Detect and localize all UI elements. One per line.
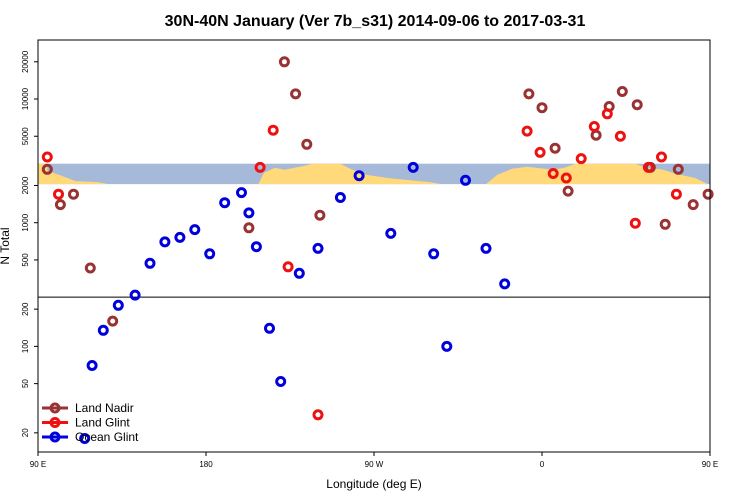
ocean-glint-point-14: [250, 241, 262, 253]
land-nadir-point-9: [301, 138, 313, 150]
land-nadir-point-4: [84, 262, 96, 274]
land-nadir-point-2: [54, 199, 66, 211]
y-tick-label: 20: [21, 428, 30, 437]
land-glint-point-11: [575, 153, 587, 165]
y-tick-label: 10000: [21, 87, 30, 110]
ocean-glint-point-20: [353, 170, 365, 182]
land-glint-point-12: [588, 121, 600, 132]
map-land-1: [38, 163, 109, 185]
ocean-glint-point-2: [86, 360, 98, 371]
ocean-glint-point-9: [189, 224, 201, 236]
x-tick-label: 180: [199, 460, 213, 469]
land-nadir-point-3: [68, 188, 79, 200]
y-tick-label: 1000: [21, 213, 30, 231]
land-nadir-point-15: [590, 129, 602, 141]
land-glint-point-8: [534, 146, 546, 158]
ocean-glint-point-26: [480, 242, 492, 254]
ocean-glint-point-23: [428, 248, 440, 260]
land-nadir-point-12: [536, 102, 548, 114]
ocean-glint-point-3: [97, 324, 109, 336]
land-glint-point-14: [614, 130, 626, 142]
land-nadir-point-7: [278, 56, 290, 68]
land-nadir-point-5: [107, 315, 119, 327]
legend-marker-land-glint: [49, 417, 61, 428]
land-nadir-point-20: [659, 218, 671, 230]
land-glint-point-15: [629, 217, 641, 229]
land-glint-point-5: [282, 261, 294, 273]
ocean-glint-point-24: [441, 340, 453, 352]
ocean-glint-point-6: [144, 257, 156, 269]
land-glint-point-13: [601, 108, 613, 120]
y-tick-label: 20000: [21, 50, 30, 73]
land-nadir-point-13: [549, 142, 561, 154]
ocean-glint-point-15: [264, 322, 275, 334]
land-glint-point-9: [547, 168, 559, 179]
ocean-glint-point-21: [385, 227, 397, 239]
ocean-glint-point-18: [312, 242, 324, 254]
chart-title: 30N-40N January (Ver 7b_s31) 2014-09-06 …: [165, 13, 586, 30]
map-land-2: [258, 163, 442, 185]
ocean-glint-point-22: [407, 161, 419, 173]
world-map-strip: [38, 163, 710, 185]
land-nadir-point-18: [631, 99, 643, 111]
y-axis-label: N Total: [0, 227, 12, 264]
land-nadir-point-17: [616, 86, 628, 97]
y-tick-label: 500: [21, 253, 30, 267]
land-glint-point-4: [267, 124, 279, 136]
land-nadir-point-10: [314, 209, 326, 221]
ocean-glint-point-12: [236, 187, 247, 199]
ocean-glint-point-11: [219, 197, 231, 209]
land-glint-point-3: [254, 161, 266, 173]
ocean-glint-point-27: [499, 278, 511, 290]
ocean-glint-point-19: [334, 192, 346, 203]
land-nadir-point-11: [523, 88, 535, 100]
land-glint-point-1: [41, 151, 53, 163]
land-nadir-point-14: [562, 185, 574, 197]
x-tick-label: 0: [540, 460, 545, 469]
land-nadir-point-22: [687, 199, 699, 211]
land-nadir-point-6: [243, 222, 255, 234]
x-axis-ticks: 90 E 180 90 W 0 90 E: [30, 452, 718, 469]
y-tick-label: 5000: [21, 127, 30, 145]
y-tick-label: 50: [21, 379, 30, 388]
legend-label-land-nadir: Land Nadir: [75, 401, 134, 415]
x-axis-label: Longitude (deg E): [326, 477, 421, 491]
land-glint-point-7: [521, 125, 533, 137]
ocean-glint-point-5: [129, 289, 141, 301]
land-glint-point-6: [312, 409, 324, 421]
y-tick-label: 100: [21, 339, 30, 353]
ocean-glint-point-16: [275, 376, 287, 387]
ocean-glint-point-1: [79, 433, 91, 444]
land-nadir-point-1: [41, 163, 53, 175]
land-glint-point-18: [670, 188, 682, 200]
ocean-glint-point-8: [174, 231, 186, 243]
legend-label-land-glint: Land Glint: [75, 416, 130, 430]
y-tick-label: 2000: [21, 176, 30, 194]
ocean-glint-point-4: [112, 299, 124, 311]
ocean-glint-point-25: [460, 174, 471, 186]
land-nadir-point-23: [702, 188, 714, 200]
y-tick-label: 200: [21, 302, 30, 316]
ocean-glint-point-7: [159, 236, 171, 248]
land-nadir-point-8: [290, 88, 302, 100]
data-points: [41, 56, 714, 444]
x-tick-label: 90 E: [702, 460, 718, 469]
ocean-glint-point-13: [243, 207, 255, 219]
land-glint-point-16: [642, 161, 654, 173]
legend-label-ocean-glint: Ocean Glint: [75, 430, 139, 444]
y-axis-ticks: 20 50 100 200 500 1000 2000 5000 10000 20000: [21, 50, 38, 437]
x-tick-label: 90 W: [365, 460, 384, 469]
land-glint-point-10: [560, 172, 572, 184]
legend-marker-ocean-glint: [49, 431, 61, 443]
ocean-glint-point-17: [293, 267, 305, 279]
land-nadir-point-21: [672, 163, 684, 175]
ocean-glint-point-10: [204, 248, 216, 260]
land-glint-point-2: [53, 188, 64, 200]
x-tick-label: 90 E: [30, 460, 46, 469]
land-glint-point-17: [656, 151, 667, 163]
legend-marker-land-nadir: [49, 402, 61, 414]
